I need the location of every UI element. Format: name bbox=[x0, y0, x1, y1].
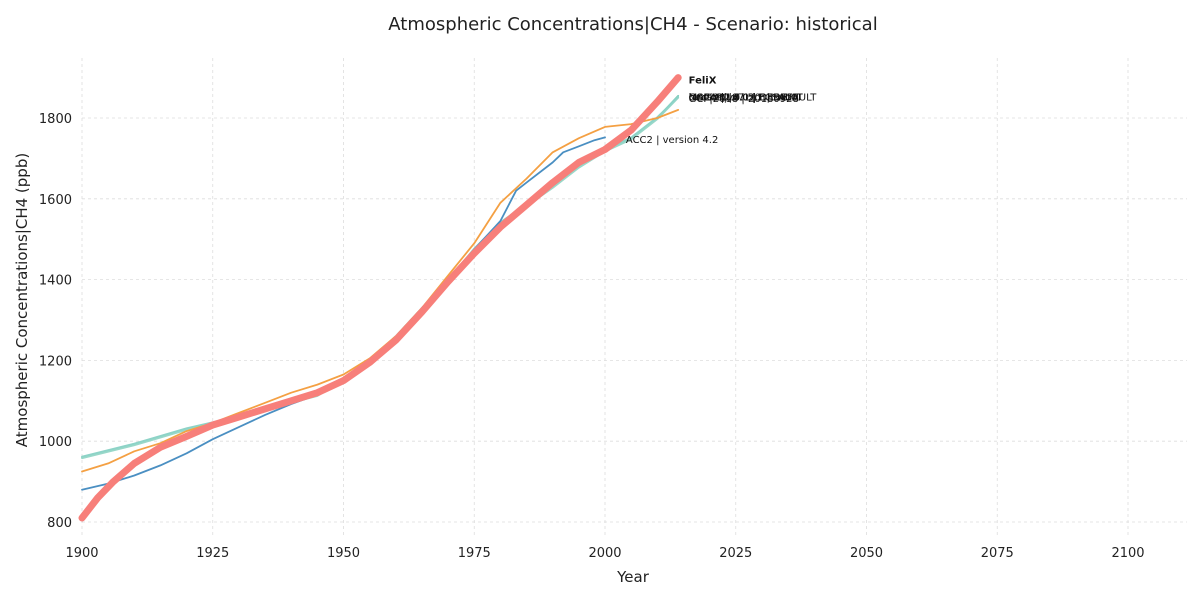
series-line bbox=[81, 94, 680, 459]
series-line bbox=[81, 109, 680, 473]
y-tick-label: 800 bbox=[47, 516, 72, 531]
y-tick-label: 1600 bbox=[39, 193, 72, 208]
series-end-label: MAGICC|v7.5.1 | DEFAULT bbox=[689, 93, 818, 104]
series-line bbox=[81, 96, 680, 458]
x-tick-label: 2050 bbox=[850, 546, 883, 561]
series-line bbox=[78, 74, 682, 522]
series-end-label: hector|2.5.1 | DEFAULT bbox=[689, 93, 804, 104]
x-tick-label: 1950 bbox=[327, 546, 360, 561]
label-layer: FeliX hector|1.0.1 | DEFAULThector|2.5.1 … bbox=[626, 76, 817, 146]
x-axis: 1900 1925 1950 1975 2000 2025 2050 2075 2100 bbox=[65, 546, 1144, 561]
y-tick-label: 1200 bbox=[39, 354, 72, 369]
x-axis-label: Year bbox=[616, 568, 650, 586]
series-end-label: OSCAR|v3.0 | ECS:3.0 bbox=[689, 93, 798, 104]
series-end-label: hector|1.0.1 | DEFAULT bbox=[689, 93, 804, 104]
series-layer bbox=[78, 74, 682, 522]
x-tick-label: 2075 bbox=[981, 546, 1014, 561]
x-tick-label: 2025 bbox=[719, 546, 752, 561]
x-tick-label: 1975 bbox=[458, 546, 491, 561]
y-tick-label: 1400 bbox=[39, 274, 72, 289]
y-tick-label: 1800 bbox=[39, 112, 72, 127]
x-tick-label: 2100 bbox=[1111, 546, 1144, 561]
chart-title: Atmospheric Concentrations|CH4 - Scenari… bbox=[388, 14, 877, 35]
series-end-label: GCP|2018 | 20180928 bbox=[689, 93, 799, 104]
x-tick-label: 1925 bbox=[196, 546, 229, 561]
y-axis: 800 1000 1200 1400 1600 1800 bbox=[39, 112, 72, 531]
series-end-label: FeliX bbox=[689, 76, 717, 87]
x-tick-label: 1900 bbox=[65, 546, 98, 561]
series-line bbox=[81, 96, 680, 460]
y-tick-label: 1000 bbox=[39, 435, 72, 450]
series-end-label: ACC2 | version 4.2 bbox=[626, 135, 718, 146]
y-axis-label: Atmospheric Concentrations|CH4 (ppb) bbox=[13, 153, 31, 447]
series-end-label: GCP|2018 | 20180928 bbox=[689, 94, 799, 105]
grid-layer bbox=[81, 58, 1187, 538]
x-tick-label: 2000 bbox=[588, 546, 621, 561]
